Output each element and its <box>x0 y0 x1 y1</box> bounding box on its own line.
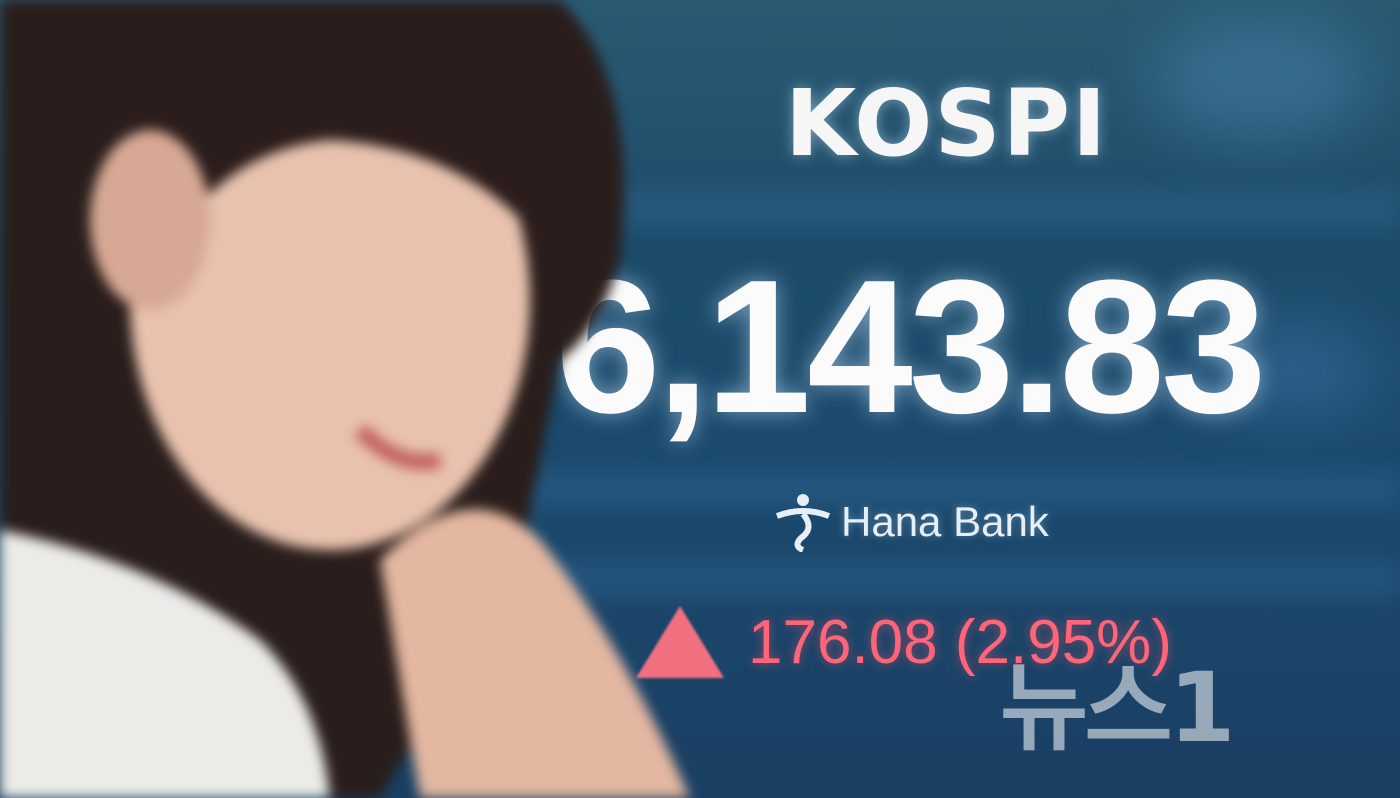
person-blurred <box>0 0 690 798</box>
watermark-text: 뉴스1 <box>1000 652 1235 764</box>
index-name: KOSPI <box>785 70 1109 177</box>
screen-band <box>420 560 1400 598</box>
index-value: 6,143.83 <box>555 241 1267 453</box>
screen-band <box>420 470 1400 508</box>
hana-bank-logo-icon <box>775 494 831 552</box>
background-glow <box>1200 320 1380 420</box>
sponsor-logo: Hana Bank <box>775 492 1049 552</box>
news1-watermark: 뉴스1 <box>1000 630 1235 769</box>
change-value: 176.08 (2.95%) <box>748 607 1172 677</box>
index-change: 176.08 (2.95%) <box>636 606 1172 678</box>
up-triangle-icon <box>636 606 724 678</box>
background-glow <box>1150 20 1370 140</box>
sponsor-name: Hana Bank <box>841 498 1049 545</box>
